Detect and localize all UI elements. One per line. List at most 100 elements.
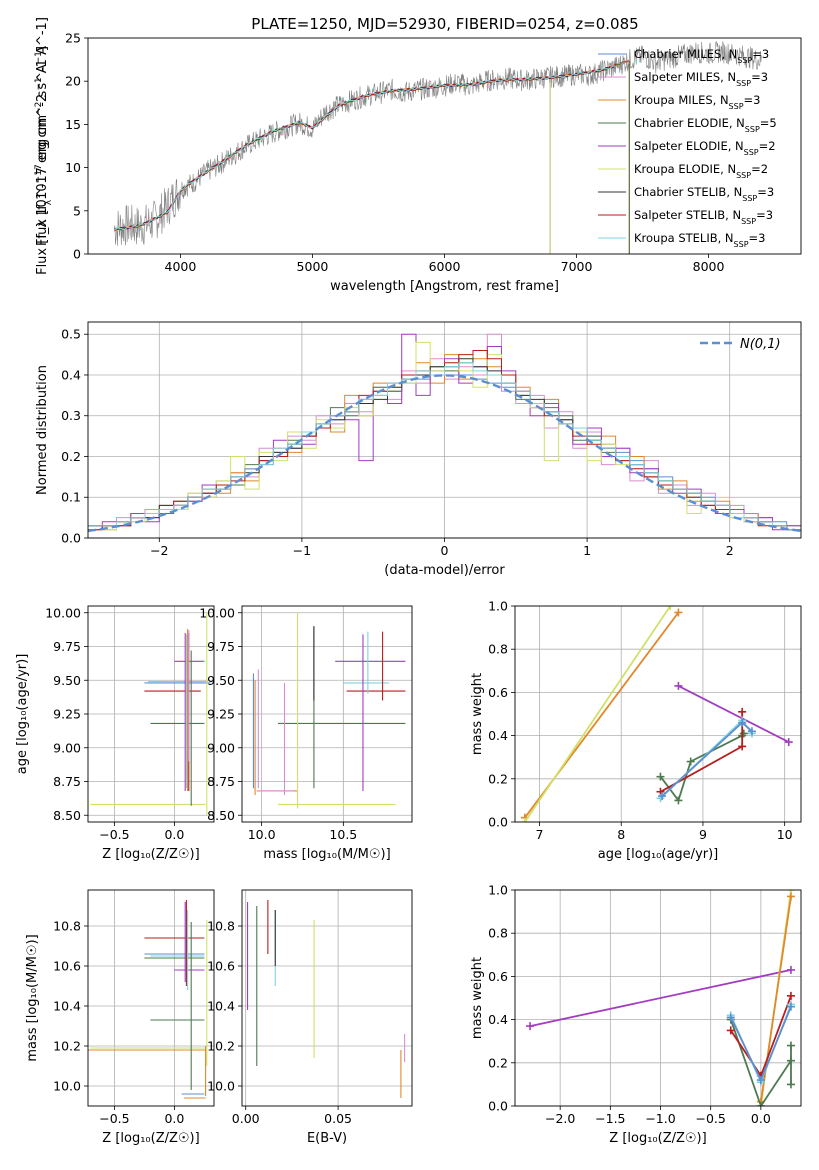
y-tick-label: 8.75 xyxy=(207,774,235,789)
axes-frame xyxy=(87,321,802,539)
weight-marker xyxy=(786,1041,795,1050)
y-tick-label: 9.75 xyxy=(53,639,81,654)
y-tick-label: 9.25 xyxy=(207,707,235,722)
weight-line-2 xyxy=(524,606,672,822)
x-tick-label: −0.5 xyxy=(696,1111,726,1126)
label-part: −17 xyxy=(34,164,44,183)
x-axis-label: Z [log₁₀(Z/Z☉)] xyxy=(102,847,199,862)
legend-text: Salpeter ELODIE, N xyxy=(634,139,744,153)
x-tick-label: 8 xyxy=(617,827,625,842)
plot-area xyxy=(246,900,406,1098)
x-axis-label: (data-model)/error xyxy=(384,563,505,578)
label-part: −2 xyxy=(34,102,44,115)
x-tick-label: 9 xyxy=(699,827,707,842)
axes-frame xyxy=(241,889,413,1107)
legend-sub: SSP xyxy=(734,240,749,249)
plot-area xyxy=(88,333,801,533)
weight-marker xyxy=(738,742,747,751)
model-curve-8 xyxy=(114,63,617,232)
legend-sub: SSP xyxy=(736,79,751,88)
model-curve-3 xyxy=(114,59,630,231)
legend-sub: SSP xyxy=(741,217,756,226)
x-tick-label: −2 xyxy=(150,543,168,558)
legend-text: =5 xyxy=(760,116,777,130)
y-axis-label: mass [log₁₀(M/M☉)] xyxy=(25,934,40,1061)
panel-mass-weight-vs-age: 7 8 9 10 0.0 0.2 0.4 0.6 0.8 1.0 age [log₁₀(age/yr… xyxy=(470,599,802,862)
x-axis-label: wavelength [Angstrom, rest frame] xyxy=(330,279,559,294)
x-tick-label: 6000 xyxy=(429,259,461,274)
y-tick-label: 1.0 xyxy=(488,883,508,898)
y-tick-label: 9.50 xyxy=(53,673,81,688)
legend-text: Salpeter STELIB, N xyxy=(634,208,741,222)
weight-marker xyxy=(786,1056,795,1065)
y-tick-label: 10.4 xyxy=(53,999,81,1014)
legend-sub: SSP xyxy=(729,102,744,111)
legend-text: =2 xyxy=(759,139,776,153)
weight-marker xyxy=(784,738,793,747)
panel-mass-weight-vs-Z: −2.0 −1.5 −1.0 −0.5 0.0 0.0 0.2 0.4 0.6 0.8 1.0 Z [… xyxy=(470,883,802,1146)
panel-residual-histogram: −2 −1 0 1 2 0.0 0.1 0.2 0.3 0.4 0.5 (data-model)/er… xyxy=(35,321,802,578)
legend-text: =3 xyxy=(744,93,761,107)
weight-line-3 xyxy=(677,685,790,743)
x-tick-label: 8000 xyxy=(693,259,725,274)
y-tick-label: 0.4 xyxy=(488,1012,508,1027)
x-tick-label: 0.05 xyxy=(324,1111,352,1126)
weight-line-4 xyxy=(659,732,745,803)
axes-frame xyxy=(514,605,802,823)
axes-frame xyxy=(87,889,215,1107)
axes-frame xyxy=(241,605,413,823)
weight-marker xyxy=(747,727,756,736)
y-tick-label: 8.50 xyxy=(207,808,235,823)
x-tick-label: 1 xyxy=(583,543,591,558)
label-part: −1 xyxy=(34,77,44,90)
y-tick-label: 0.6 xyxy=(488,969,508,984)
x-tick-label: −0.5 xyxy=(99,827,129,842)
x-tick-label: 7 xyxy=(536,827,544,842)
label-part: s xyxy=(35,90,50,101)
axes-frame xyxy=(514,889,802,1107)
y-tick-label: 0.2 xyxy=(488,771,508,786)
legend-sub: SSP xyxy=(736,171,751,180)
panel-spectrum: 4000 5000 6000 7000 8000 0 5 10 15 20 25 wavelength… xyxy=(34,17,802,294)
weight-marker xyxy=(658,792,667,801)
x-axis-label: Z [log₁₀(Z/Z☉)] xyxy=(102,1131,199,1146)
y-axis-label: mass weight xyxy=(470,673,485,755)
weight-marker xyxy=(738,718,747,727)
panel-mass-vs-Z: −0.5 0.0 10.0 10.2 10.4 10.6 10.8 Z [log₁₀(Z/Z☉… xyxy=(25,889,215,1146)
y-axis-label: mass weight xyxy=(470,957,485,1039)
y-tick-label: 0.3 xyxy=(61,408,81,423)
legend-label-5: Salpeter ELODIE, NSSP=2 xyxy=(634,139,776,157)
legend-label-9: Kroupa STELIB, NSSP=3 xyxy=(634,231,765,249)
observed-spectrum xyxy=(114,40,762,246)
axes-frame xyxy=(87,37,802,255)
legend-sub: SSP xyxy=(742,194,757,203)
label-part: erg cm xyxy=(35,115,50,164)
y-tick-label: 8.75 xyxy=(53,774,81,789)
y-tick-label: 0 xyxy=(73,247,81,262)
y-tick-label: 0.0 xyxy=(488,815,508,830)
x-tick-label: 0.0 xyxy=(164,1111,184,1126)
y-tick-label: 10.8 xyxy=(207,919,235,934)
legend-text: Kroupa MILES, N xyxy=(634,93,729,107)
legend-text: Chabrier ELODIE, N xyxy=(634,116,745,130)
x-tick-label: −1 xyxy=(293,543,311,558)
y-tick-label: 0.1 xyxy=(61,490,81,505)
weight-marker xyxy=(674,681,683,690)
x-tick-label: −2.0 xyxy=(545,1111,575,1126)
x-axis-label: Z [log₁₀(Z/Z☉)] xyxy=(609,1131,706,1146)
panel-age-vs-Z: −0.5 0.0 8.50 8.75 9.00 9.25 9.50 9.75 10.00 Z [l… xyxy=(15,605,215,862)
x-tick-label: 10.5 xyxy=(329,827,357,842)
legend-sub: SSP xyxy=(737,56,752,65)
x-tick-label: 2 xyxy=(726,543,734,558)
y-tick-label: 9.75 xyxy=(207,639,235,654)
plot-area xyxy=(526,890,795,1106)
y-tick-label: 0.2 xyxy=(488,1055,508,1070)
x-tick-label: 5000 xyxy=(297,259,329,274)
legend-text: Chabrier MILES, N xyxy=(634,47,737,61)
panel-mass-vs-EBV: 0.00 0.05 10.0 10.2 10.4 10.6 10.8 E(B-V) xyxy=(207,889,413,1146)
y-tick-label: 10.6 xyxy=(53,959,81,974)
weight-marker xyxy=(786,1080,795,1089)
label-part: A xyxy=(35,64,50,77)
x-tick-label: 0.0 xyxy=(164,827,184,842)
legend-label-6: Kroupa ELODIE, NSSP=2 xyxy=(634,162,768,180)
